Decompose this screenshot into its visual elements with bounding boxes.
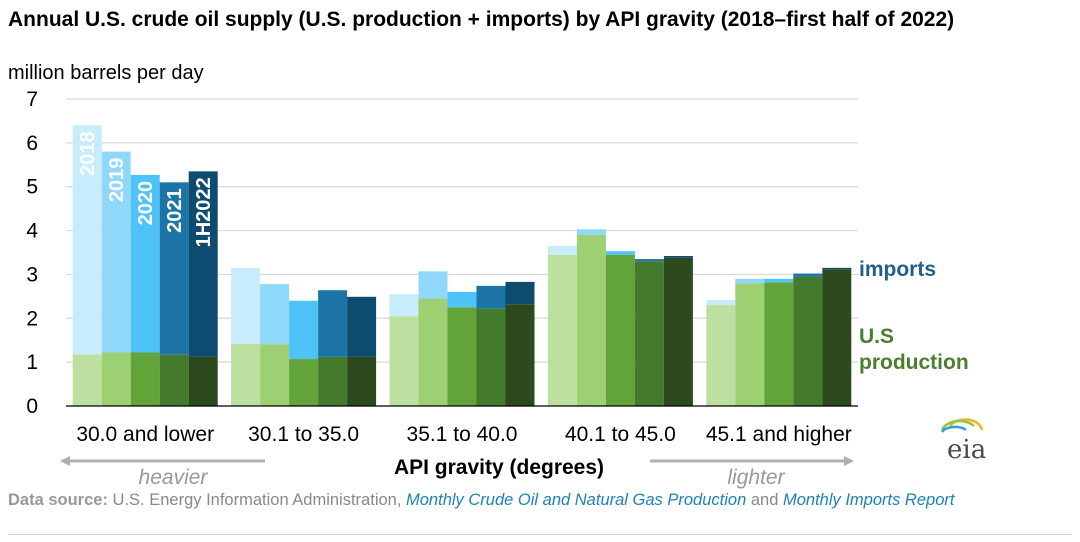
bar-imports [418, 271, 448, 299]
y-axis-ticks: 0 1 2 3 4 5 6 7 [26, 88, 38, 418]
bar-production [260, 344, 290, 406]
bar-imports [793, 273, 823, 277]
bar-imports [101, 151, 131, 353]
bar-production [822, 269, 852, 406]
bar-imports [576, 229, 606, 235]
bar-production [289, 359, 319, 406]
y-tick-label: 0 [26, 395, 38, 418]
y-tick-label: 4 [26, 220, 38, 243]
x-axis-label: API gravity (degrees) [394, 456, 604, 479]
bar-imports [605, 251, 635, 255]
legend-production-line2: production [859, 351, 969, 374]
footer-source-link-1[interactable]: Monthly Crude Oil and Natural Gas Produc… [406, 491, 747, 509]
year-label: 2021 [164, 188, 186, 233]
bar-production [706, 305, 736, 406]
bar-production [318, 356, 348, 406]
bar-imports [130, 174, 160, 353]
bar-production [101, 352, 131, 406]
bar-production [231, 343, 261, 406]
bar-imports [706, 299, 736, 306]
bar-production [547, 254, 577, 406]
legend-imports: imports [859, 258, 936, 281]
y-tick-label: 2 [26, 307, 38, 330]
y-tick-label: 7 [26, 88, 38, 111]
bar-production [576, 234, 606, 406]
bar-production [447, 307, 477, 406]
lighter-label: lighter [727, 466, 785, 489]
legend-production: U.S production [859, 325, 969, 374]
bar-production [735, 283, 765, 406]
bar-imports [634, 259, 664, 262]
bar-imports [289, 300, 319, 360]
bar-production [663, 257, 693, 406]
legend-production-line1: U.S [859, 325, 894, 348]
heavier-label: heavier [139, 466, 209, 489]
bar-production [188, 356, 218, 406]
bar-imports [389, 294, 419, 317]
year-label: 2018 [77, 131, 99, 176]
bar-imports [764, 278, 794, 283]
y-tick-label: 6 [26, 132, 38, 155]
footer-divider [8, 534, 1072, 535]
bar-imports [72, 125, 102, 355]
bar-production [605, 254, 635, 406]
bar-imports [663, 256, 693, 258]
bar-production [389, 316, 419, 406]
bar-production [764, 282, 794, 406]
footer-text-2: and [746, 491, 783, 509]
y-tick-label: 3 [26, 263, 38, 286]
footer-text-1: U.S. Energy Information Administration, [107, 491, 407, 509]
bar-production [476, 308, 506, 406]
bar-production [72, 354, 102, 406]
bar-imports [505, 281, 535, 305]
bar-imports [347, 296, 377, 357]
x-axis-ticks: 30.0 and lower 30.1 to 35.0 35.1 to 40.0 40… [76, 423, 851, 446]
x-tick-label: 45.1 and higher [706, 423, 852, 446]
bars [72, 125, 852, 406]
x-tick-label: 30.0 and lower [76, 423, 214, 446]
bar-production [159, 354, 189, 406]
bar-imports [260, 284, 290, 345]
bar-imports [447, 291, 477, 308]
y-tick-label: 1 [26, 351, 38, 374]
year-labels: 2018 2019 2020 2021 1H2022 [77, 131, 215, 247]
bar-imports [476, 285, 506, 309]
bar-production [418, 298, 448, 406]
chart-title: Annual U.S. crude oil supply (U.S. produ… [8, 8, 955, 31]
year-label: 1H2022 [193, 177, 215, 247]
y-axis-units: million barrels per day [8, 62, 204, 84]
bar-production [634, 261, 664, 406]
x-tick-label: 30.1 to 35.0 [248, 423, 359, 446]
bar-imports [188, 171, 218, 357]
x-tick-label: 35.1 to 40.0 [407, 423, 518, 446]
bar-production [347, 356, 377, 406]
footer-source-link-2[interactable]: Monthly Imports Report [782, 491, 955, 509]
bar-production [505, 304, 535, 406]
bar-production [793, 276, 823, 406]
y-tick-label: 5 [26, 176, 38, 199]
bar-imports [735, 278, 765, 284]
bar-production [130, 352, 160, 406]
bar-imports [822, 267, 852, 270]
bar-imports [159, 182, 189, 355]
data-source-footer: Data source: U.S. Energy Information Adm… [8, 490, 1076, 511]
footer-label: Data source: [8, 491, 108, 509]
year-label: 2020 [135, 181, 157, 226]
bar-imports [231, 267, 261, 344]
bar-imports [547, 245, 577, 255]
year-label: 2019 [106, 158, 128, 203]
eia-logo: eia [940, 418, 986, 465]
x-tick-label: 40.1 to 45.0 [565, 423, 676, 446]
eia-logo-text: eia [947, 435, 986, 465]
bar-imports [318, 290, 348, 357]
